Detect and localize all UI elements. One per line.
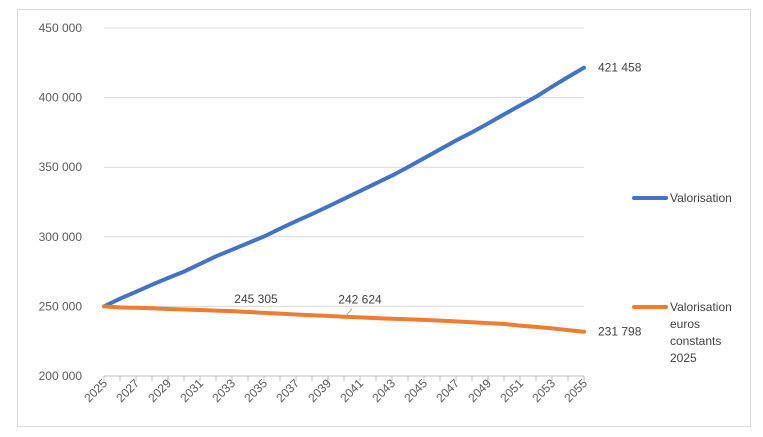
x-tick-label: 2055 bbox=[561, 376, 590, 405]
x-tick-label: 2039 bbox=[305, 376, 334, 405]
x-tick-label: 2047 bbox=[433, 376, 462, 405]
legend-label: euros bbox=[670, 317, 700, 331]
y-tick-label: 450 000 bbox=[39, 21, 83, 35]
x-tick-label: 2029 bbox=[145, 376, 174, 405]
legend-label: Valorisation bbox=[670, 191, 732, 205]
x-tick-label: 2049 bbox=[465, 376, 494, 405]
data-label: 421 458 bbox=[598, 61, 642, 75]
x-tick-label: 2033 bbox=[209, 376, 238, 405]
legend-label: 2025 bbox=[670, 351, 697, 365]
y-tick-label: 350 000 bbox=[39, 160, 83, 174]
x-tick-label: 2035 bbox=[241, 376, 270, 405]
data-label: 242 624 bbox=[338, 293, 382, 307]
x-tick-label: 2043 bbox=[369, 376, 398, 405]
x-tick-label: 2041 bbox=[337, 376, 366, 405]
x-tick-label: 2031 bbox=[177, 376, 206, 405]
x-tick-label: 2045 bbox=[401, 376, 430, 405]
y-tick-label: 200 000 bbox=[39, 369, 83, 383]
data-label-leader bbox=[345, 308, 353, 316]
x-tick-label: 2051 bbox=[497, 376, 526, 405]
x-tick-label: 2025 bbox=[81, 376, 110, 405]
legend-label: constants bbox=[670, 334, 721, 348]
y-tick-label: 300 000 bbox=[39, 230, 83, 244]
legend-label: Valorisation bbox=[670, 300, 732, 314]
x-tick-label: 2027 bbox=[113, 376, 142, 405]
data-label: 231 798 bbox=[598, 325, 642, 339]
chart-frame bbox=[17, 9, 751, 427]
y-tick-label: 400 000 bbox=[39, 91, 83, 105]
series-line-1 bbox=[102, 65, 586, 309]
y-tick-label: 250 000 bbox=[39, 299, 83, 313]
series-line-2 bbox=[102, 304, 586, 334]
data-label: 245 305 bbox=[234, 292, 278, 306]
x-tick-label: 2037 bbox=[273, 376, 302, 405]
x-tick-label: 2053 bbox=[529, 376, 558, 405]
